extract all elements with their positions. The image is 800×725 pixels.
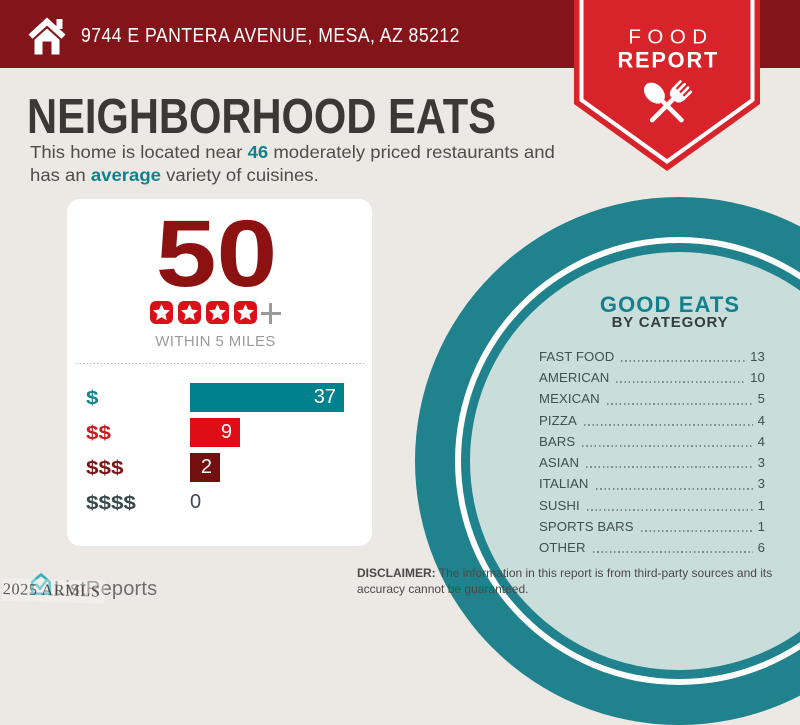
svg-text:REPORT: REPORT	[617, 48, 719, 73]
svg-text:FOOD: FOOD	[628, 26, 713, 49]
